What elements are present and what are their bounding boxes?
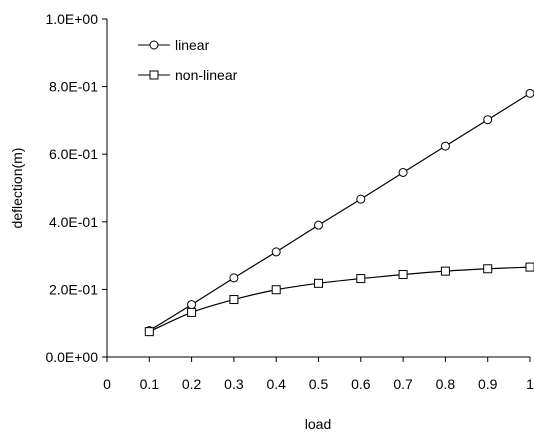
data-point-linear bbox=[483, 115, 493, 125]
x-tick-label: 0.1 bbox=[140, 376, 160, 392]
data-point-non-linear bbox=[229, 295, 239, 305]
x-tick-label: 0.6 bbox=[351, 376, 371, 392]
x-tick-label: 0.8 bbox=[436, 376, 456, 392]
y-axis-title: deflection(m) bbox=[9, 148, 25, 229]
x-tick-label: 0.9 bbox=[478, 376, 498, 392]
series-layer bbox=[144, 88, 534, 337]
data-point-non-linear bbox=[440, 266, 450, 276]
legend-marker-square bbox=[149, 70, 159, 80]
y-tick-label: 2.0E-01 bbox=[49, 281, 98, 297]
y-tick-label: 0.0E+00 bbox=[45, 349, 98, 365]
data-point-linear bbox=[398, 167, 408, 177]
y-ticks: 0.0E+00 2.0E-01 4.0E-01 6.0E-01 8.0E-01 1.0E+… bbox=[45, 11, 107, 365]
data-point-linear bbox=[314, 220, 323, 230]
data-point-non-linear bbox=[144, 327, 154, 337]
data-point-linear bbox=[525, 88, 534, 98]
data-point-non-linear bbox=[271, 285, 281, 295]
x-tick-label: 0.7 bbox=[393, 376, 413, 392]
data-point-non-linear bbox=[525, 262, 534, 272]
y-tick-label: 6.0E-01 bbox=[49, 146, 98, 162]
series-line-linear bbox=[148, 92, 531, 332]
y-tick-label: 4.0E-01 bbox=[49, 214, 98, 230]
data-point-linear bbox=[356, 194, 366, 204]
x-ticks: 0 0.1 0.2 0.3 0.4 0.5 0.6 0.7 0.8 0.9 1 bbox=[103, 357, 534, 392]
x-axis-title: load bbox=[305, 416, 331, 432]
legend-item-linear: linear bbox=[138, 37, 210, 53]
series-line-non-linear bbox=[149, 266, 531, 333]
legend-marker-circle bbox=[149, 40, 159, 50]
data-point-non-linear bbox=[187, 307, 197, 317]
plot-area: 0.0E+00 2.0E-01 4.0E-01 6.0E-01 8.0E-01 1.0E+… bbox=[45, 11, 534, 392]
x-tick-label: 0.2 bbox=[182, 376, 202, 392]
legend: linear non-linear bbox=[138, 37, 238, 83]
data-point-non-linear bbox=[398, 270, 408, 280]
x-tick-label: 0.3 bbox=[224, 376, 244, 392]
x-tick-label: 0.5 bbox=[309, 376, 329, 392]
y-tick-label: 8.0E-01 bbox=[49, 79, 98, 95]
data-point-non-linear bbox=[314, 278, 323, 288]
data-point-linear bbox=[187, 300, 197, 310]
x-tick-label: 0 bbox=[103, 376, 111, 392]
legend-label-non-linear: non-linear bbox=[175, 67, 238, 83]
x-tick-label: 1 bbox=[526, 376, 534, 392]
data-point-linear bbox=[271, 247, 281, 257]
data-point-linear bbox=[440, 141, 450, 151]
legend-label-linear: linear bbox=[175, 37, 210, 53]
data-point-linear bbox=[229, 273, 239, 283]
legend-item-non-linear: non-linear bbox=[138, 67, 238, 83]
x-tick-label: 0.4 bbox=[266, 376, 286, 392]
y-tick-label: 1.0E+00 bbox=[45, 11, 98, 27]
data-point-non-linear bbox=[356, 274, 366, 284]
data-point-non-linear bbox=[483, 264, 493, 274]
